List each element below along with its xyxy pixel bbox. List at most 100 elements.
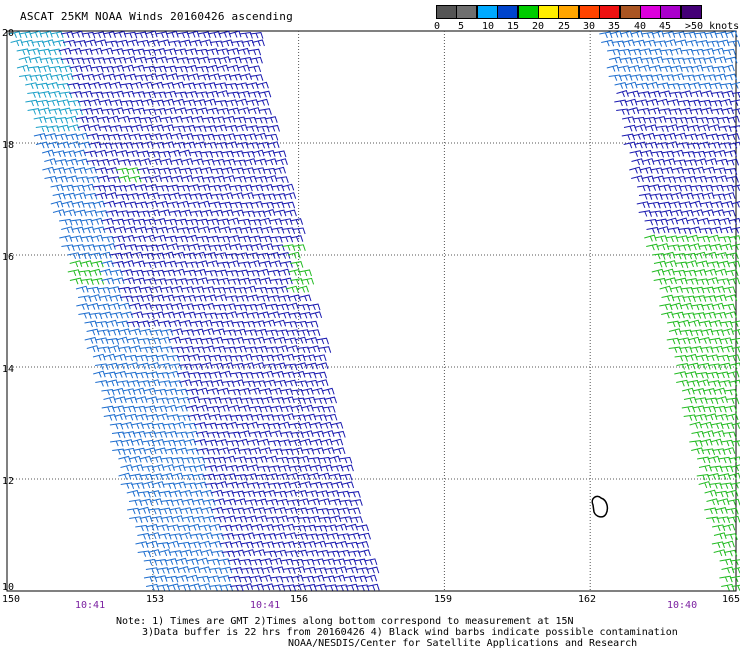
wind-barb bbox=[659, 193, 674, 200]
wind-barb bbox=[166, 396, 180, 404]
wind-barb bbox=[122, 405, 136, 413]
wind-barb bbox=[714, 252, 729, 259]
wind-barb bbox=[181, 515, 195, 523]
wind-barb bbox=[273, 209, 287, 217]
wind-barb bbox=[166, 524, 180, 532]
footer-note-3: NOAA/NESDIS/Center for Satellite Applica… bbox=[288, 638, 638, 649]
wind-barb bbox=[695, 371, 709, 379]
wind-barb bbox=[292, 541, 307, 548]
wind-barb bbox=[674, 277, 688, 285]
wind-barb bbox=[255, 473, 269, 481]
wind-barb bbox=[63, 39, 77, 47]
wind-barb bbox=[667, 244, 681, 252]
wind-barb bbox=[689, 440, 703, 447]
wind-barb bbox=[175, 557, 188, 565]
wind-barb bbox=[132, 64, 146, 72]
wind-barb bbox=[256, 81, 269, 89]
wind-barb bbox=[185, 388, 199, 396]
wind-barb bbox=[75, 116, 89, 123]
wind-barb bbox=[107, 302, 121, 310]
wind-barb bbox=[20, 39, 35, 47]
wind-barb bbox=[206, 218, 220, 226]
wind-barb bbox=[149, 345, 163, 353]
wind-barb bbox=[33, 133, 47, 140]
wind-barb bbox=[88, 294, 102, 302]
wind-barb bbox=[669, 65, 683, 72]
wind-barb bbox=[250, 226, 264, 234]
wind-barb bbox=[147, 532, 161, 540]
wind-barb bbox=[666, 337, 681, 345]
wind-barb bbox=[244, 346, 258, 354]
wind-barb bbox=[110, 439, 124, 447]
wind-barb bbox=[99, 311, 113, 319]
wind-barb bbox=[125, 150, 140, 157]
wind-barb bbox=[149, 329, 163, 337]
wind-barb bbox=[254, 345, 268, 353]
wind-barb bbox=[653, 277, 667, 285]
wind-barb bbox=[264, 158, 278, 166]
wind-barb bbox=[702, 166, 716, 174]
wind-barb bbox=[694, 397, 708, 404]
wind-barb bbox=[78, 269, 92, 277]
wind-barb bbox=[223, 329, 237, 337]
wind-barb bbox=[292, 244, 306, 251]
wind-barb bbox=[92, 73, 106, 81]
wind-barb bbox=[158, 532, 172, 540]
wind-barb bbox=[197, 31, 211, 39]
wind-barb bbox=[710, 438, 723, 446]
wind-barb bbox=[172, 464, 186, 472]
wind-barb bbox=[151, 99, 165, 107]
wind-barb bbox=[687, 336, 701, 344]
wind-barb bbox=[137, 490, 151, 498]
wind-barb bbox=[216, 235, 231, 243]
wind-barb bbox=[185, 278, 199, 285]
wind-barb bbox=[691, 447, 705, 455]
wind-barb bbox=[145, 413, 159, 421]
wind-barb bbox=[647, 90, 661, 98]
wind-barb bbox=[196, 447, 210, 455]
wind-barb bbox=[252, 362, 266, 370]
wind-barb bbox=[267, 482, 282, 490]
wind-barb bbox=[271, 353, 285, 361]
wind-barb bbox=[158, 490, 172, 498]
wind-barb bbox=[71, 30, 85, 38]
wind-barb bbox=[50, 73, 64, 81]
wind-barb bbox=[186, 73, 200, 81]
wind-barb bbox=[273, 150, 287, 158]
wind-barb bbox=[680, 48, 694, 56]
wind-barb bbox=[170, 132, 184, 140]
wind-barb bbox=[195, 218, 209, 226]
wind-barb bbox=[652, 253, 666, 260]
wind-barb bbox=[204, 312, 218, 320]
wind-barb bbox=[668, 346, 683, 354]
wind-barb bbox=[677, 337, 691, 345]
wind-barb bbox=[78, 312, 92, 319]
wind-barb bbox=[128, 175, 142, 183]
wind-barb bbox=[686, 217, 700, 225]
wind-barb bbox=[258, 430, 272, 438]
wind-barb bbox=[300, 430, 314, 438]
wind-barb bbox=[709, 226, 723, 234]
wind-barb bbox=[311, 447, 325, 455]
wind-barb bbox=[223, 303, 237, 310]
wind-barb bbox=[177, 565, 190, 574]
wind-barb bbox=[248, 447, 262, 455]
wind-barb bbox=[132, 430, 147, 438]
wind-barb bbox=[177, 583, 191, 591]
wind-barb bbox=[265, 516, 280, 524]
wind-barb bbox=[134, 201, 149, 209]
wind-barb bbox=[300, 387, 314, 395]
wind-barb bbox=[668, 91, 683, 99]
wind-barb bbox=[136, 150, 150, 158]
wind-barb bbox=[48, 90, 62, 98]
wind-barb bbox=[239, 31, 253, 39]
wind-barb bbox=[186, 30, 200, 38]
wind-barb bbox=[292, 354, 306, 362]
wind-barb bbox=[54, 159, 68, 166]
wind-barb bbox=[191, 115, 204, 123]
wind-barb bbox=[683, 252, 697, 260]
wind-barb bbox=[71, 73, 85, 81]
wind-barb bbox=[162, 482, 177, 490]
wind-barb bbox=[227, 575, 242, 583]
wind-barb bbox=[176, 354, 191, 362]
